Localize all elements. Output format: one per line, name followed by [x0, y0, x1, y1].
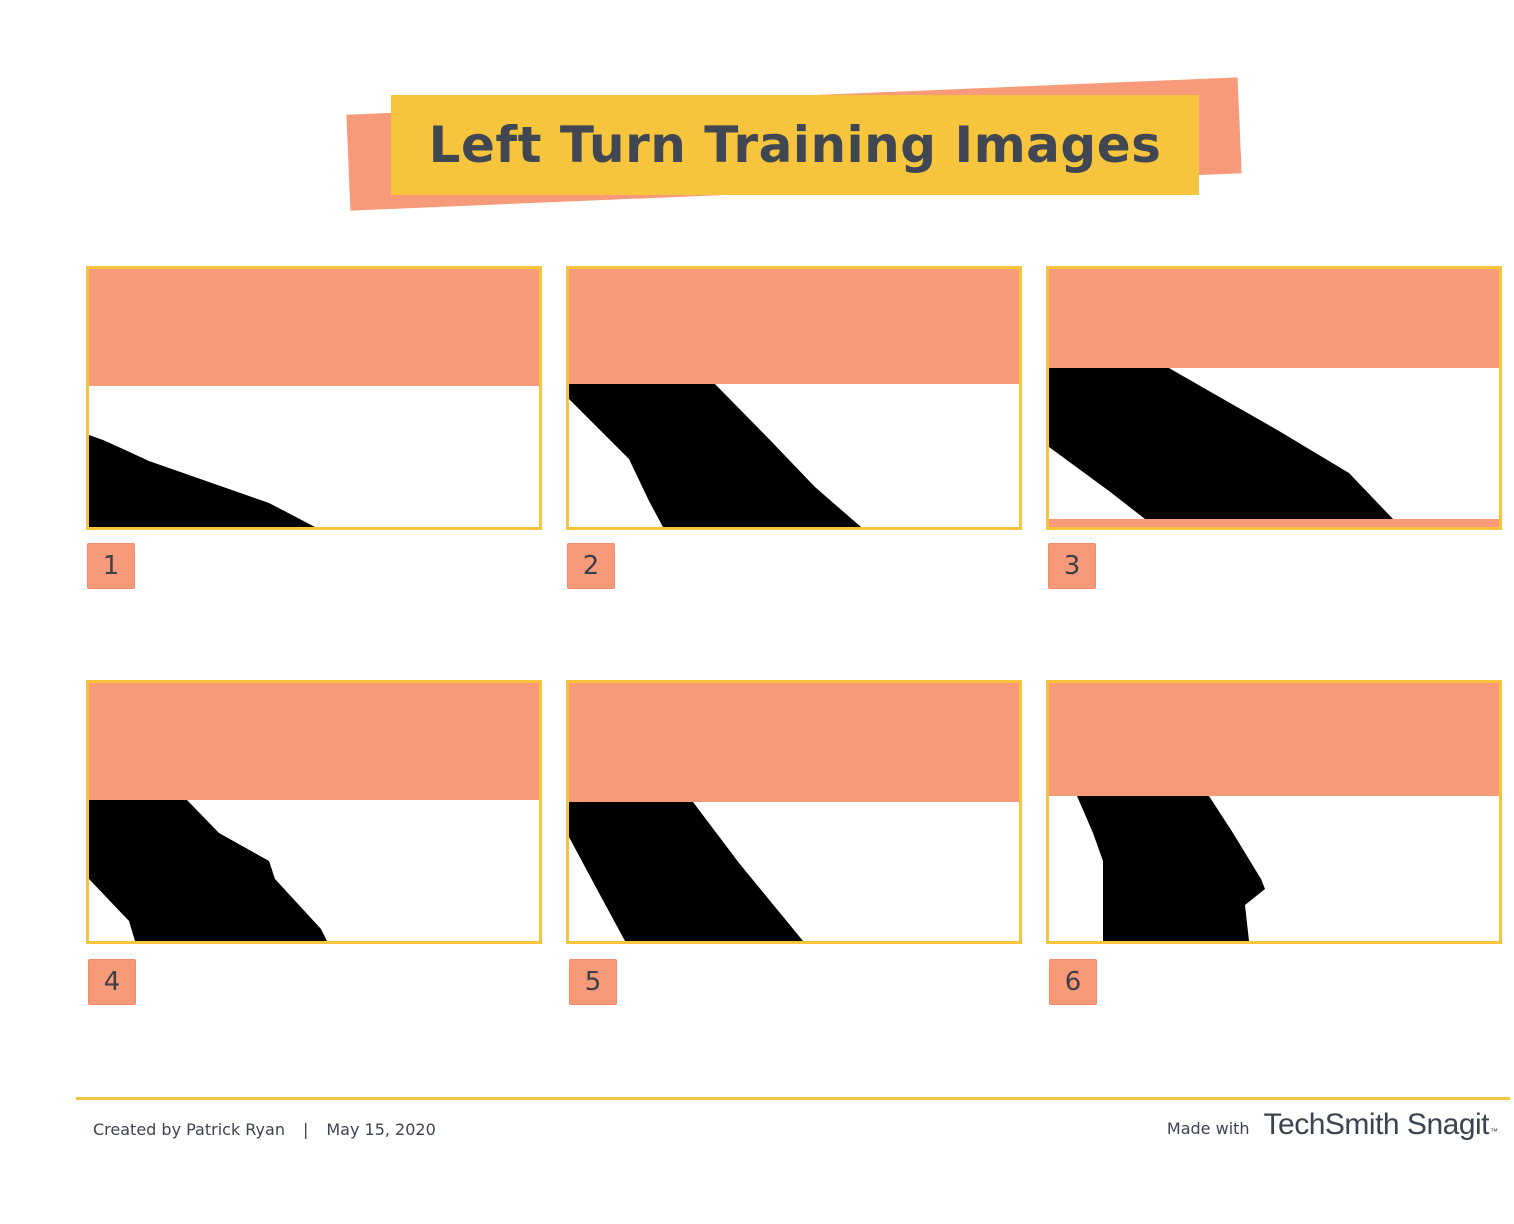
image-label-1: 1 [87, 543, 135, 589]
trademark-mark: ™ [1490, 1127, 1498, 1136]
training-image-5 [566, 680, 1022, 944]
footer-separator: | [302, 1120, 309, 1139]
footer-branding: Made with TechSmith Snagit ™ [1167, 1108, 1498, 1142]
road-shape [569, 802, 803, 941]
image-label-2: 2 [567, 543, 615, 589]
author-credit: Created by Patrick Ryan [93, 1120, 285, 1139]
training-image-2-graphic [569, 269, 1019, 527]
page-title: Left Turn Training Images [428, 116, 1162, 174]
image-label-3: 3 [1048, 543, 1096, 589]
road-shape [569, 384, 861, 527]
training-image-6-graphic [1049, 683, 1499, 941]
road-shape [1049, 368, 1393, 519]
training-image-1 [86, 266, 542, 530]
footer-divider [76, 1097, 1510, 1100]
training-image-3-graphic [1049, 269, 1499, 527]
road-shape [1077, 796, 1265, 941]
training-image-6 [1046, 680, 1502, 944]
header-band [569, 683, 1019, 802]
header-band [89, 683, 539, 800]
training-image-3 [1046, 266, 1502, 530]
training-image-1-graphic [89, 269, 539, 527]
training-image-2 [566, 266, 1022, 530]
made-with-label: Made with [1166, 1119, 1250, 1138]
training-image-4 [86, 680, 542, 944]
image-label-6: 6 [1049, 959, 1097, 1005]
snagit-logo: TechSmith Snagit [1263, 1108, 1490, 1141]
road-shape [89, 800, 327, 941]
header-band [1049, 683, 1499, 796]
training-image-5-graphic [569, 683, 1019, 941]
footer-credits: Created by Patrick Ryan | May 15, 2020 [93, 1120, 436, 1139]
header-band [89, 269, 539, 386]
bottom-band [1049, 519, 1499, 527]
road-shape [89, 435, 315, 527]
title-banner: Left Turn Training Images [391, 95, 1199, 195]
created-date: May 15, 2020 [326, 1120, 436, 1139]
training-image-4-graphic [89, 683, 539, 941]
image-label-5: 5 [569, 959, 617, 1005]
header-band [1049, 269, 1499, 368]
image-label-4: 4 [88, 959, 136, 1005]
header-band [569, 269, 1019, 384]
